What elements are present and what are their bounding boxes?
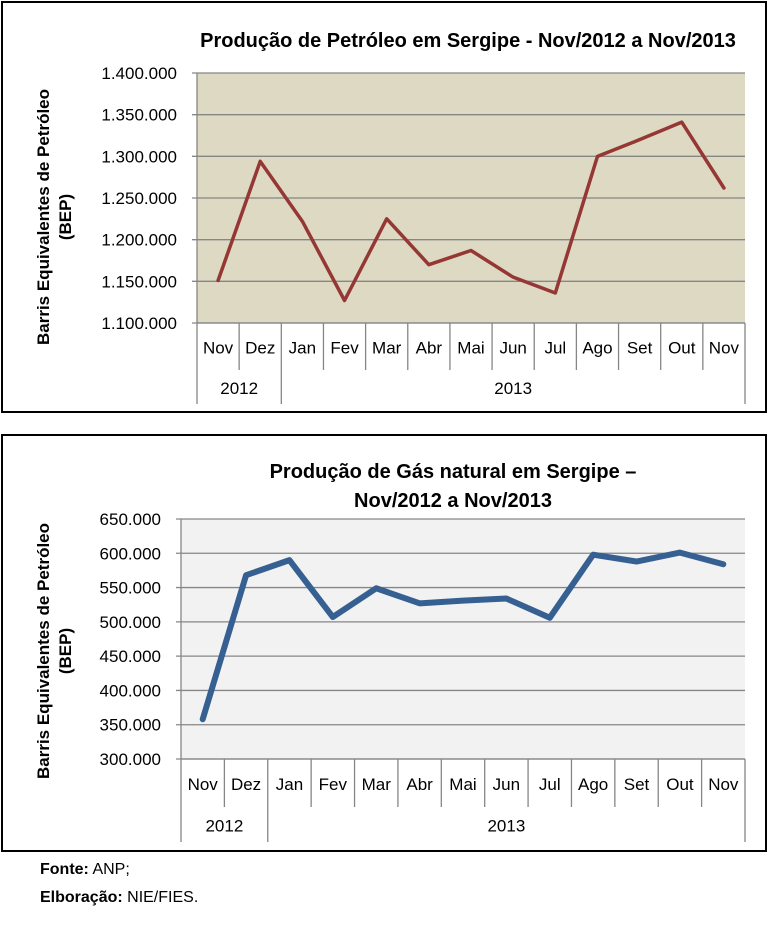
x-tick-label: Nov xyxy=(188,775,219,794)
y-tick-label: 1.100.000 xyxy=(101,314,177,333)
y-tick-label: 550.000 xyxy=(100,579,161,598)
x-tick-label: Jul xyxy=(539,775,561,794)
x-tick-label: Mai xyxy=(449,775,476,794)
elaboration-value: NIE/FIES. xyxy=(122,889,199,906)
year-label: 2013 xyxy=(494,379,532,398)
chart-title: Nov/2012 a Nov/2013 xyxy=(354,490,552,512)
x-tick-label: Out xyxy=(666,775,694,794)
y-tick-label: 1.150.000 xyxy=(101,272,177,291)
y-tick-label: 300.000 xyxy=(100,750,161,769)
gas-chart-svg: Produção de Gás natural em Sergipe – Nov/… xyxy=(34,461,746,842)
y-tick-label: 350.000 xyxy=(100,716,161,735)
x-tick-label: Nov xyxy=(708,775,739,794)
y-tick-label: 1.250.000 xyxy=(101,189,177,208)
x-tick-label: Jun xyxy=(499,339,526,358)
x-tick-label: Dez xyxy=(245,339,275,358)
x-tick-label: Nov xyxy=(203,339,234,358)
source-note: Fonte: ANP; xyxy=(40,861,130,879)
y-tick-label: 600.000 xyxy=(100,544,161,563)
source-value: ANP; xyxy=(88,861,130,878)
x-tick-label: Dez xyxy=(231,775,261,794)
y-axis-label-line: (BEP) xyxy=(56,194,75,240)
gas-production-chart: Produção de Gás natural em Sergipe – Nov/… xyxy=(1,434,767,852)
y-tick-label: 400.000 xyxy=(100,681,161,700)
y-axis-label: Barris Equivalentes de Petróleo (BEP) xyxy=(34,523,75,779)
x-tick-label: Abr xyxy=(416,339,443,358)
y-axis-label: Barris Equivalentes de Petróleo (BEP) xyxy=(34,89,75,345)
x-tick-label: Abr xyxy=(406,775,433,794)
year-label: 2012 xyxy=(220,379,258,398)
chart-title: Produção de Petróleo em Sergipe - Nov/20… xyxy=(200,30,736,52)
elaboration-label: Elboração: xyxy=(40,889,123,906)
x-tick-label: Set xyxy=(627,339,653,358)
oil-production-chart: Produção de Petróleo em Sergipe - Nov/20… xyxy=(1,1,767,413)
oil-chart-svg: Produção de Petróleo em Sergipe - Nov/20… xyxy=(34,30,746,404)
x-tick-label: Jan xyxy=(276,775,303,794)
y-tick-label: 650.000 xyxy=(100,510,161,529)
x-tick-label: Mai xyxy=(457,339,484,358)
x-tick-label: Jan xyxy=(289,339,316,358)
y-axis-label-line: Barris Equivalentes de Petróleo xyxy=(34,89,53,345)
x-tick-label: Out xyxy=(668,339,696,358)
x-tick-label: Mar xyxy=(372,339,402,358)
y-tick-label: 1.350.000 xyxy=(101,106,177,125)
x-tick-label: Jul xyxy=(544,339,566,358)
year-label: 2012 xyxy=(205,817,243,836)
x-tick-label: Ago xyxy=(582,339,612,358)
chart-title: Produção de Gás natural em Sergipe – xyxy=(270,461,637,483)
y-axis-label-line: Barris Equivalentes de Petróleo xyxy=(34,523,53,779)
x-tick-label: Mar xyxy=(362,775,392,794)
x-tick-label: Jun xyxy=(493,775,520,794)
elaboration-note: Elboração: NIE/FIES. xyxy=(40,889,198,907)
x-tick-label: Set xyxy=(624,775,650,794)
x-tick-label: Fev xyxy=(319,775,348,794)
y-tick-label: 1.300.000 xyxy=(101,147,177,166)
y-tick-label: 450.000 xyxy=(100,647,161,666)
x-tick-label: Nov xyxy=(709,339,740,358)
x-tick-label: Ago xyxy=(578,775,608,794)
y-tick-label: 1.400.000 xyxy=(101,64,177,83)
year-label: 2013 xyxy=(487,817,525,836)
y-axis-label-line: (BEP) xyxy=(56,628,75,674)
y-tick-label: 1.200.000 xyxy=(101,231,177,250)
y-tick-label: 500.000 xyxy=(100,613,161,632)
x-tick-label: Fev xyxy=(330,339,359,358)
source-label: Fonte: xyxy=(40,861,89,878)
